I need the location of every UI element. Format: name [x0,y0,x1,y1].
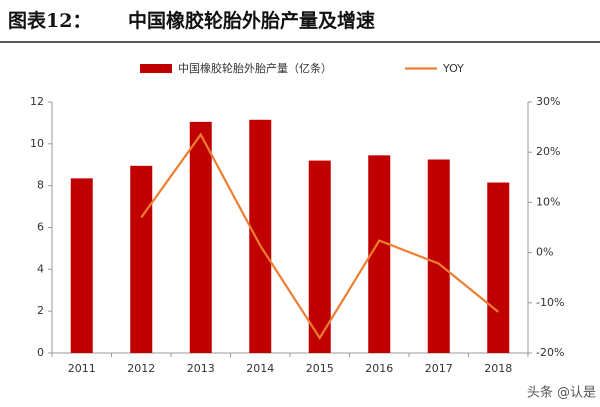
x-tick-label: 2016 [365,362,393,375]
y2-tick-label: -10% [536,296,564,309]
x-tick-label: 2014 [246,362,274,375]
y-tick-label: 12 [30,95,44,108]
bar [249,119,272,353]
bar [487,182,510,353]
y-tick-label: 10 [30,137,44,150]
y2-tick-label: 0% [536,246,553,259]
legend-label: YOY [442,62,464,75]
bar [427,159,450,353]
chart-title: 中国橡胶轮胎外胎产量及增速 [128,9,375,32]
chart-label: 图表12： [8,9,91,32]
legend-label: 中国橡胶轮胎外胎产量（亿条） [178,61,332,75]
bar [70,178,93,353]
legend-swatch [140,64,172,73]
x-tick-label: 2011 [68,362,96,375]
x-tick-label: 2018 [484,362,512,375]
bar [189,121,212,353]
y2-tick-label: 20% [536,145,560,158]
watermark: 头条 @认是 [527,385,596,401]
y2-tick-label: 30% [536,95,560,108]
y2-tick-label: 10% [536,195,560,208]
bar [130,165,153,353]
bar [308,160,331,353]
x-tick-label: 2017 [425,362,453,375]
y-tick-label: 8 [37,179,44,192]
x-tick-label: 2012 [127,362,155,375]
bar [368,155,391,353]
y-tick-label: 6 [37,221,44,234]
y2-tick-label: -20% [536,346,564,359]
x-tick-label: 2015 [306,362,334,375]
x-tick-label: 2013 [187,362,215,375]
y-tick-label: 4 [37,262,44,275]
line [140,132,499,341]
y-tick-label: 0 [37,346,44,359]
y-tick-label: 2 [37,304,44,317]
